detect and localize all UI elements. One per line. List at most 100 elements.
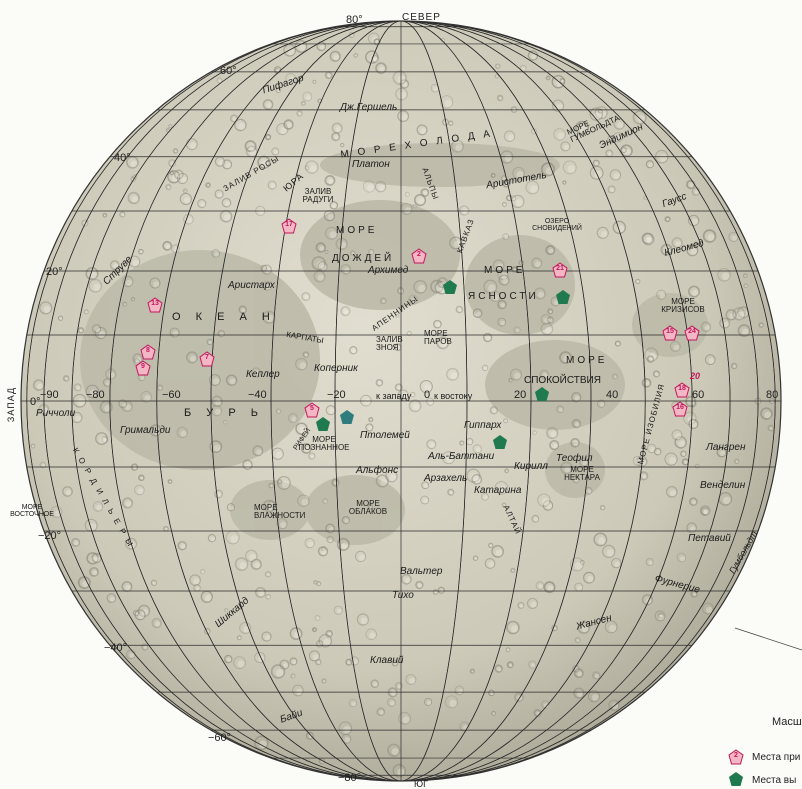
crater	[264, 570, 272, 578]
crater-highlight	[214, 252, 219, 257]
crater	[540, 314, 551, 325]
crater-highlight	[543, 703, 549, 708]
tiho-label: Тихо	[392, 590, 414, 601]
crater-highlight	[610, 188, 615, 193]
crater-highlight	[617, 122, 624, 129]
crater	[652, 370, 660, 378]
crater	[95, 432, 108, 445]
crater	[546, 316, 554, 324]
crater	[639, 471, 649, 481]
crater	[734, 458, 740, 464]
crater-highlight	[530, 185, 538, 193]
crater-highlight	[125, 501, 132, 507]
crater	[165, 127, 171, 133]
crater-highlight	[138, 613, 145, 620]
crater	[415, 580, 424, 590]
crater	[571, 391, 582, 403]
crater-highlight	[131, 196, 139, 203]
crater	[189, 574, 202, 587]
crater-highlight	[509, 379, 512, 382]
green-marker-2	[555, 289, 571, 305]
crater-highlight	[292, 660, 297, 665]
crater-highlight	[684, 460, 688, 465]
k-zapadu-label: к западу	[376, 391, 412, 401]
crater	[57, 315, 64, 321]
crater	[317, 546, 329, 557]
crater-highlight	[367, 184, 374, 192]
crater	[102, 378, 112, 387]
crater	[277, 476, 291, 490]
crater-highlight	[401, 393, 408, 400]
crater	[149, 424, 162, 437]
crater	[132, 174, 138, 180]
crater	[489, 290, 501, 303]
crater	[204, 628, 211, 635]
crater-highlight	[169, 480, 172, 483]
more-nektara-label: МОРЕ НЕКТАРА	[564, 465, 600, 482]
crater	[664, 452, 678, 466]
crater	[62, 486, 73, 497]
crater-highlight	[232, 117, 237, 122]
crater	[574, 636, 581, 644]
crater	[406, 330, 412, 337]
platon-label: Платон	[352, 159, 390, 170]
crater	[314, 614, 321, 621]
kepler-label: Кеплер	[246, 369, 280, 380]
crater-highlight	[595, 162, 599, 166]
crater-highlight	[457, 688, 464, 695]
crater-highlight	[159, 386, 162, 390]
crater-highlight	[723, 321, 729, 328]
crater	[71, 537, 81, 547]
crater	[356, 613, 370, 626]
crater-highlight	[323, 638, 331, 646]
crater-highlight	[152, 581, 157, 586]
lat-20s-label: −20°	[38, 530, 62, 542]
crater	[447, 488, 455, 496]
crater-highlight	[336, 608, 342, 614]
crater-highlight	[547, 77, 550, 80]
crater-highlight	[104, 405, 112, 412]
crater-highlight	[314, 581, 317, 584]
crater-highlight	[183, 196, 191, 204]
crater	[531, 514, 540, 523]
crater	[324, 249, 329, 254]
latitude-longitude-grid	[21, 21, 781, 781]
crater-highlight	[703, 510, 708, 515]
crater-highlight	[130, 160, 138, 168]
crater	[506, 620, 520, 635]
crater	[264, 133, 272, 141]
more-rains-label: МОРЕ	[336, 225, 378, 236]
crater-highlight	[165, 528, 168, 531]
crater	[676, 552, 687, 563]
crater-highlight	[245, 463, 252, 469]
crater-highlight	[343, 309, 350, 315]
crater	[573, 668, 584, 679]
more-vlazhnosti-label: МОРЕ ВЛАЖНОСТИ	[254, 503, 306, 520]
landing-marker-24: 24	[684, 325, 700, 341]
crater-highlight	[501, 273, 508, 280]
crater	[450, 139, 465, 153]
crater	[128, 255, 141, 268]
more-poznannoe-label: МОРЕ ПОЗНАННОЕ	[298, 435, 350, 452]
green-marker-3	[534, 386, 550, 402]
crater	[717, 267, 731, 282]
crater	[179, 192, 192, 206]
crater-highlight	[325, 251, 328, 254]
crater	[214, 189, 224, 199]
crater	[125, 537, 138, 550]
crater-highlight	[230, 535, 239, 543]
crater-highlight	[476, 311, 482, 317]
crater	[395, 87, 408, 101]
crater-highlight	[616, 342, 620, 346]
more-serenity-label: МОРЕ	[484, 265, 526, 276]
crater	[226, 503, 236, 512]
crater-highlight	[598, 537, 606, 545]
crater	[526, 597, 539, 609]
crater-highlight	[707, 233, 715, 242]
crater-highlight	[280, 127, 288, 134]
crater	[375, 474, 389, 488]
crater-highlight	[556, 79, 564, 87]
crater	[542, 500, 554, 511]
crater	[702, 229, 717, 243]
crater-highlight	[622, 149, 626, 153]
